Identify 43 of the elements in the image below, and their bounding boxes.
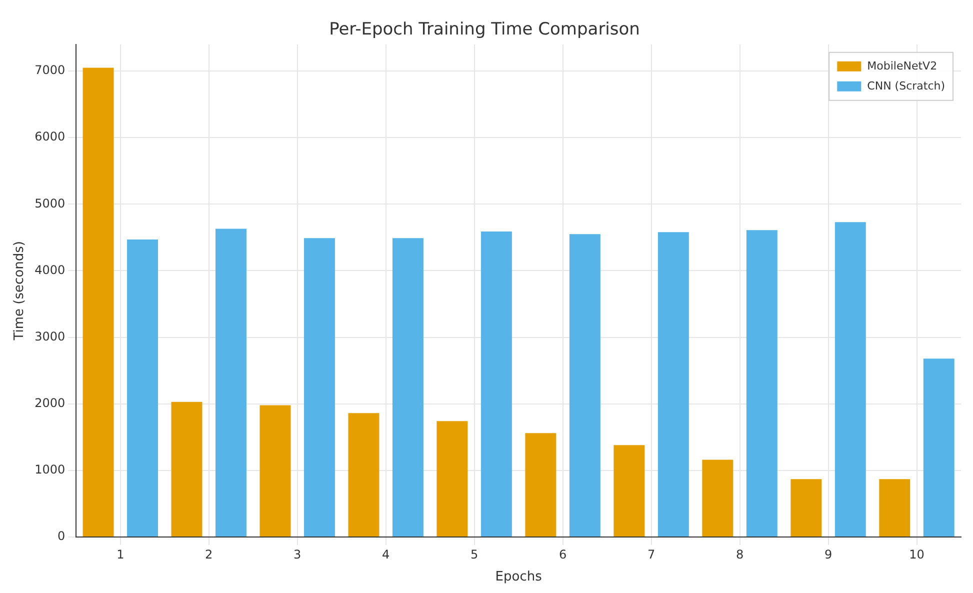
y-tick-label: 0	[58, 529, 66, 544]
chart-title: Per-Epoch Training Time Comparison	[329, 20, 640, 40]
bar	[746, 230, 778, 536]
bar	[436, 421, 468, 536]
bar	[525, 433, 556, 536]
y-tick-label: 2000	[34, 396, 66, 410]
x-tick-label: 6	[558, 547, 567, 562]
bar	[790, 479, 822, 536]
y-tick-label: 3000	[34, 329, 66, 344]
bar	[614, 445, 645, 536]
bar	[392, 238, 424, 536]
x-tick-label: 3	[294, 547, 302, 562]
bar	[260, 405, 291, 536]
bar	[304, 238, 335, 536]
bar	[569, 234, 600, 536]
y-tick-label: 1000	[34, 462, 66, 477]
x-tick-label: 10	[909, 547, 924, 562]
bar	[658, 232, 689, 536]
y-tick-label: 6000	[34, 130, 66, 144]
legend-label: CNN (Scratch)	[867, 79, 945, 92]
y-tick-label: 4000	[34, 262, 66, 277]
bar	[348, 413, 380, 536]
x-axis-title: Epochs	[495, 570, 542, 585]
y-axis-title: Time (seconds)	[12, 241, 28, 342]
bar	[834, 222, 866, 536]
x-tick-label: 8	[736, 547, 744, 562]
bar	[216, 228, 246, 536]
legend-label: MobileNetV2	[867, 59, 938, 72]
x-tick-label: 1	[116, 547, 124, 562]
bar	[127, 239, 158, 536]
bar	[480, 231, 512, 536]
x-tick-label: 7	[647, 547, 656, 562]
x-tick-label: 5	[470, 547, 478, 562]
y-tick-label: 7000	[34, 63, 66, 78]
y-tick-label: 5000	[34, 196, 66, 210]
bar	[879, 479, 910, 536]
bar	[82, 68, 114, 536]
x-tick-label: 2	[205, 547, 213, 562]
bar	[923, 358, 954, 536]
bar	[702, 460, 734, 536]
bar	[171, 402, 202, 536]
x-tick-label: 9	[824, 547, 832, 562]
x-tick-label: 4	[382, 547, 390, 562]
